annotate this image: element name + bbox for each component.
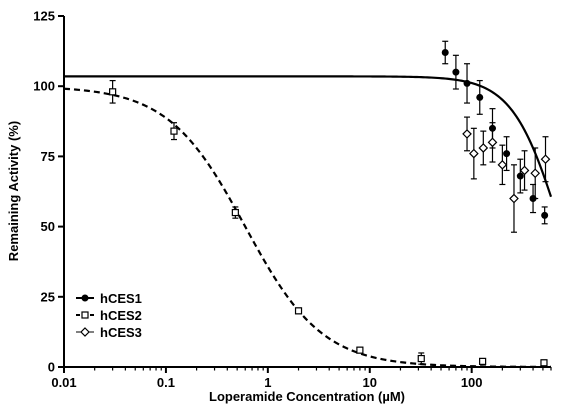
- point-hces3-0: [462, 129, 472, 139]
- point-hces3-7: [530, 168, 541, 179]
- point-hces3-5: [509, 193, 519, 204]
- legend-marker-hces2: [81, 311, 89, 319]
- point-hces1-3: [476, 93, 484, 101]
- error-bars: [109, 40, 549, 367]
- x-tick-label-3: 10: [363, 375, 377, 390]
- point-hces1-2: [463, 79, 471, 87]
- point-hces1-4: [488, 124, 496, 132]
- point-hces2-0: [109, 88, 117, 96]
- axes: [63, 16, 551, 368]
- y-tick-label-25: 25: [41, 289, 55, 304]
- point-hces3-1: [469, 148, 479, 159]
- legend-item-hces2: hCES2: [76, 308, 142, 323]
- point-hces1-0: [441, 49, 449, 57]
- x-axis-title: Loperamide Concentration (µM): [209, 389, 405, 404]
- y-tick-label-125: 125: [33, 9, 55, 24]
- data-points: [109, 49, 551, 367]
- point-hces1-7: [529, 195, 537, 203]
- point-hces3-2: [478, 143, 489, 153]
- point-hces2-4: [356, 346, 364, 354]
- point-hces3-3: [487, 137, 498, 148]
- point-hces3-4: [497, 159, 508, 170]
- point-hces2-1: [170, 127, 178, 135]
- point-hces2-6: [479, 357, 487, 365]
- x-ticks: 0.01 0.1 1 10 100: [51, 367, 552, 390]
- legend-marker-hces3: [80, 327, 90, 337]
- point-hces2-5: [417, 354, 425, 363]
- point-hces1-5: [503, 150, 511, 158]
- x-tick-label-0: 0.01: [51, 375, 76, 390]
- point-hces2-3: [294, 307, 303, 315]
- legend: hCES1 hCES2 hCES3: [76, 291, 142, 340]
- point-hces2-2: [231, 208, 239, 217]
- legend-label-hces2: hCES2: [100, 308, 142, 323]
- legend-item-hces3: hCES3: [76, 325, 142, 340]
- y-axis-title: Remaining Activity (%): [6, 121, 21, 261]
- fit-curve-hces1: [64, 75, 553, 198]
- point-hces3-8: [540, 154, 551, 165]
- y-tick-label-50: 50: [41, 219, 55, 234]
- y-tick-label-75: 75: [41, 149, 55, 164]
- point-hces2-7: [540, 359, 548, 367]
- legend-label-hces3: hCES3: [100, 325, 142, 340]
- y-tick-label-100: 100: [33, 79, 55, 94]
- x-tick-label-4: 100: [461, 375, 483, 390]
- y-tick-label-0: 0: [48, 360, 55, 375]
- point-hces3-6: [519, 165, 530, 176]
- x-tick-label-1: 0.1: [157, 375, 175, 390]
- legend-label-hces1: hCES1: [100, 291, 142, 306]
- y-ticks: 0 25 50 75 100 125: [33, 9, 64, 375]
- point-hces1-8: [541, 211, 549, 219]
- fit-curve-hces2: [63, 87, 551, 368]
- point-hces1-1: [452, 68, 460, 76]
- legend-item-hces1: hCES1: [76, 291, 142, 306]
- point-hces1-6: [516, 172, 524, 180]
- legend-marker-hces1: [81, 294, 89, 302]
- x-tick-label-2: 1: [264, 375, 271, 390]
- fit-curves: [63, 75, 553, 368]
